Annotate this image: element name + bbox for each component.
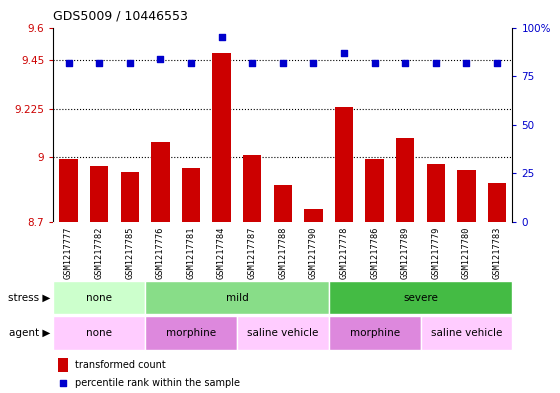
- Point: [278, 59, 287, 66]
- Bar: [182, 168, 200, 222]
- Point: [401, 59, 410, 66]
- Text: GSM1217784: GSM1217784: [217, 227, 226, 279]
- Point: [64, 59, 73, 66]
- Text: GSM1217788: GSM1217788: [278, 227, 287, 279]
- Text: GSM1217777: GSM1217777: [64, 227, 73, 279]
- Point: [58, 380, 67, 386]
- Text: GSM1217776: GSM1217776: [156, 227, 165, 279]
- Text: mild: mild: [226, 293, 248, 303]
- Text: GSM1217780: GSM1217780: [462, 227, 471, 279]
- Text: GSM1217789: GSM1217789: [401, 227, 410, 279]
- Bar: [366, 159, 384, 222]
- Text: saline vehicle: saline vehicle: [431, 328, 502, 338]
- Text: GDS5009 / 10446553: GDS5009 / 10446553: [53, 10, 188, 23]
- Bar: [90, 166, 108, 222]
- Text: transformed count: transformed count: [75, 360, 166, 370]
- Text: morphine: morphine: [166, 328, 216, 338]
- Text: stress ▶: stress ▶: [8, 293, 50, 303]
- Bar: [53, 281, 145, 314]
- Text: GSM1217785: GSM1217785: [125, 227, 134, 279]
- Bar: [243, 155, 262, 222]
- Bar: [396, 138, 414, 222]
- Bar: [329, 281, 512, 314]
- Text: none: none: [86, 293, 112, 303]
- Bar: [59, 159, 78, 222]
- Bar: [304, 209, 323, 222]
- Point: [217, 34, 226, 40]
- Bar: [329, 316, 421, 350]
- Bar: [145, 316, 237, 350]
- Point: [431, 59, 440, 66]
- Text: GSM1217786: GSM1217786: [370, 227, 379, 279]
- Point: [493, 59, 502, 66]
- Point: [156, 55, 165, 62]
- Bar: [120, 172, 139, 222]
- Point: [462, 59, 471, 66]
- Point: [186, 59, 195, 66]
- Text: GSM1217790: GSM1217790: [309, 227, 318, 279]
- Bar: [145, 281, 329, 314]
- Text: morphine: morphine: [349, 328, 400, 338]
- Point: [248, 59, 256, 66]
- Text: percentile rank within the sample: percentile rank within the sample: [75, 378, 240, 388]
- Point: [370, 59, 379, 66]
- Bar: [151, 142, 170, 222]
- Bar: [335, 107, 353, 222]
- Point: [125, 59, 134, 66]
- Bar: [212, 53, 231, 222]
- Bar: [421, 316, 512, 350]
- Text: saline vehicle: saline vehicle: [247, 328, 319, 338]
- Bar: [488, 183, 506, 222]
- Text: GSM1217783: GSM1217783: [493, 227, 502, 279]
- Text: agent ▶: agent ▶: [9, 328, 50, 338]
- Text: GSM1217778: GSM1217778: [339, 227, 348, 279]
- Bar: [274, 185, 292, 222]
- Bar: [58, 358, 68, 372]
- Text: GSM1217787: GSM1217787: [248, 227, 256, 279]
- Point: [339, 50, 348, 56]
- Bar: [427, 163, 445, 222]
- Text: GSM1217782: GSM1217782: [95, 227, 104, 279]
- Point: [309, 59, 318, 66]
- Text: none: none: [86, 328, 112, 338]
- Point: [95, 59, 104, 66]
- Text: GSM1217779: GSM1217779: [431, 227, 440, 279]
- Bar: [237, 316, 329, 350]
- Bar: [458, 170, 475, 222]
- Text: GSM1217781: GSM1217781: [186, 227, 195, 279]
- Text: severe: severe: [403, 293, 438, 303]
- Bar: [53, 316, 145, 350]
